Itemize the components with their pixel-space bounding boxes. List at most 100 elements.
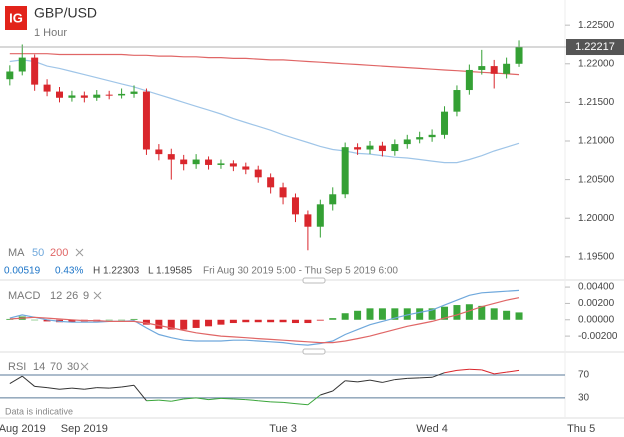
rsi-segment: [146, 399, 159, 402]
histogram-bar: [465, 304, 473, 320]
legend-label: RSI: [8, 361, 26, 373]
rsi-segment: [394, 377, 408, 381]
histogram-bar: [329, 318, 337, 320]
rsi-segment: [407, 377, 420, 379]
legend-param: 50: [32, 247, 44, 259]
info-percent: 0.43%: [55, 266, 83, 277]
candle-body: [192, 159, 200, 165]
rsi-segment: [196, 397, 209, 401]
legend-param: 30: [67, 361, 79, 373]
close-icon[interactable]: [75, 248, 84, 257]
rsi-segment: [357, 379, 371, 383]
candle-body: [267, 177, 275, 188]
legend-param: 9: [83, 290, 89, 302]
histogram-bar: [291, 319, 299, 324]
candle-body: [180, 159, 188, 165]
histogram-bar: [503, 310, 511, 320]
panel-handle[interactable]: [302, 277, 326, 284]
histogram-bar: [391, 308, 399, 320]
indicator-line: [9, 59, 520, 164]
candle-body: [142, 91, 150, 150]
candle-body: [242, 166, 250, 170]
rsi-segment: [431, 372, 445, 378]
candle-body: [18, 57, 26, 72]
info-low: L 1.19585: [148, 266, 193, 277]
y-tick-label: 1.21000: [578, 136, 615, 147]
info-change: 0.00519: [4, 266, 41, 277]
candle-body: [453, 90, 461, 112]
rsi-segment: [345, 380, 358, 383]
candle-body: [105, 94, 113, 96]
rsi-segment: [121, 384, 135, 388]
candle-body: [155, 149, 163, 155]
y-tick-label: 0.00000: [578, 314, 615, 325]
candle-body: [291, 197, 299, 215]
histogram-bar: [515, 312, 523, 320]
rsi-segment: [34, 385, 48, 389]
legend-param: 70: [50, 361, 62, 373]
y-tick-label: -0.00200: [578, 331, 618, 342]
candle-body: [279, 187, 287, 198]
histogram-bar: [267, 319, 275, 323]
rsi-segment: [369, 379, 383, 383]
legend-label: MACD: [8, 290, 40, 302]
histogram-bar: [254, 319, 262, 323]
histogram-bar: [403, 308, 411, 320]
rsi-segment: [71, 387, 85, 390]
rsi-segment: [233, 398, 246, 401]
histogram-bar: [316, 319, 324, 321]
candle-body: [366, 145, 374, 150]
histogram-bar: [167, 319, 175, 330]
candle-body: [503, 63, 511, 74]
candle-body: [6, 71, 14, 80]
histogram-bar: [155, 319, 163, 329]
histogram-bar: [68, 319, 76, 323]
histogram-bar: [229, 319, 237, 324]
y-tick-label: 1.20500: [578, 174, 615, 185]
close-icon[interactable]: [93, 291, 102, 300]
indicator-line: [9, 297, 520, 344]
candle-body: [93, 94, 101, 98]
histogram-bar: [490, 308, 498, 320]
panel-handle[interactable]: [302, 348, 326, 355]
candle-body: [478, 66, 486, 70]
chart-title: GBP/USD: [34, 5, 97, 21]
candle-body: [229, 163, 237, 167]
rsi-segment: [506, 369, 520, 373]
rsi-segment: [96, 387, 110, 389]
histogram-bar: [217, 319, 225, 325]
candle-body: [316, 204, 324, 227]
rsi-segment: [283, 401, 296, 405]
y-tick-label: 0.00400: [578, 282, 615, 293]
legend-param: 26: [66, 290, 78, 302]
close-icon[interactable]: [80, 362, 89, 371]
legend-param: 14: [33, 361, 45, 373]
rsi-segment: [9, 375, 23, 385]
histogram-bar: [341, 313, 349, 320]
x-tick-label: Sep 2019: [61, 423, 108, 435]
rsi-segment: [171, 398, 184, 402]
candle-body: [68, 95, 76, 98]
y-tick-label: 1.19500: [578, 251, 615, 262]
histogram-bar: [478, 305, 486, 320]
histogram-bar: [279, 319, 287, 323]
y-tick-label: 1.22500: [578, 20, 615, 31]
rsi-segment: [47, 387, 60, 390]
histogram-bar: [354, 310, 362, 320]
candle-body: [254, 169, 262, 178]
histogram-bar: [416, 308, 424, 320]
rsi-segment: [332, 380, 346, 392]
candle-body: [329, 194, 337, 205]
y-tick-label: 1.22000: [578, 58, 615, 69]
histogram-bar: [378, 308, 386, 320]
histogram-bar: [6, 318, 14, 320]
candle-body: [80, 95, 88, 98]
rsi-segment: [220, 397, 234, 400]
histogram-bar: [180, 319, 188, 330]
indicator-line: [9, 289, 520, 346]
candle-body: [428, 134, 436, 138]
legend-param: 200: [50, 247, 68, 259]
histogram-bar: [43, 319, 51, 322]
last-price-box: [566, 39, 624, 56]
